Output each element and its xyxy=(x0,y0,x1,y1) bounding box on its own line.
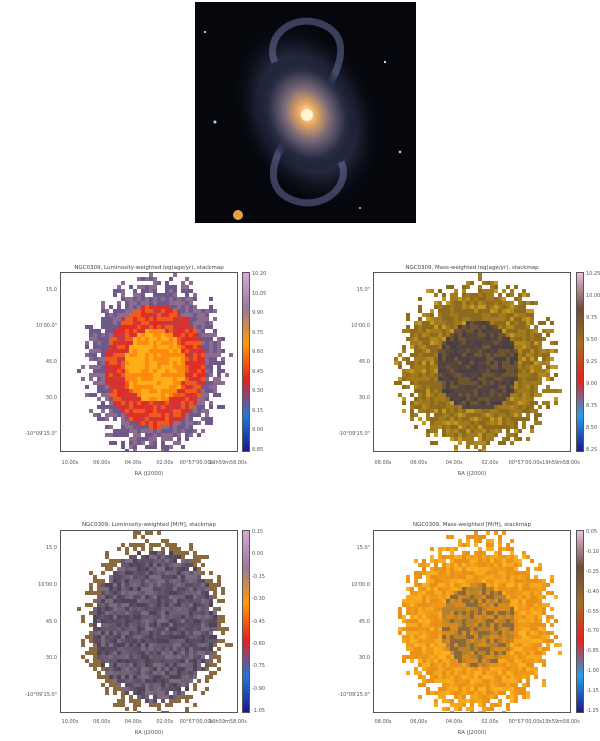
y-tick-label: 30.0 xyxy=(45,655,57,662)
x-tick-label: 06.00s xyxy=(410,719,428,725)
y-tick-label: 10'00.0 xyxy=(351,581,370,588)
colorbar-tick-label: -0.15 xyxy=(252,573,265,580)
colorbar-tick-label: 9.00 xyxy=(586,381,598,387)
colorbar xyxy=(576,530,584,713)
panel-title: NGC0309, Mass-weighted [M/H], stackmap xyxy=(412,522,532,528)
x-tick-label: 02.00s xyxy=(156,460,174,466)
y-tick-label: 30.0 xyxy=(358,655,370,662)
colorbar-tick-label: 10.20 xyxy=(252,271,267,277)
x-axis-label: RA (J2000) xyxy=(134,730,164,736)
x-tick-label: 06.00s xyxy=(93,460,111,466)
colorbar-tick-label: -0.40 xyxy=(586,588,599,595)
x-tick-label: 02.00s xyxy=(481,460,499,466)
colorbar-tick-label: 9.00 xyxy=(252,427,264,434)
colorbar-tick-label: 10.05 xyxy=(252,290,267,297)
x-tick-label: 04.00s xyxy=(124,460,142,466)
y-tick-label: 10'00.0" xyxy=(35,323,57,329)
colorbar-tick-label: 9.90 xyxy=(252,310,264,317)
y-tick-label: 15.0 xyxy=(45,545,57,551)
colorbar-tick-label: -0.55 xyxy=(586,608,599,615)
x-tick-label: 19h59m58.00s xyxy=(542,719,580,725)
galaxy-image xyxy=(195,2,416,223)
colorbar-tick-label: 9.60 xyxy=(252,349,264,356)
y-tick-label: 15.0" xyxy=(356,545,370,551)
colorbar-tick-label: -0.10 xyxy=(586,548,599,555)
colorbar-tick-label: 9.25 xyxy=(586,359,598,365)
map-axes xyxy=(373,272,571,452)
x-tick-label: 00°57'00.00s xyxy=(508,719,543,725)
colorbar-tick-label: -0.70 xyxy=(586,628,599,635)
x-axis-label: RA (J2000) xyxy=(457,471,487,477)
colorbar-tick-label: 10.00 xyxy=(586,293,600,299)
colorbar-tick-label: 9.45 xyxy=(252,368,264,375)
x-tick-label: 00°57'00.00s xyxy=(508,460,543,466)
colorbar xyxy=(242,530,250,713)
colorbar-tick-label: 0.05 xyxy=(586,529,598,535)
colorbar-tick-label: -0.90 xyxy=(252,685,265,692)
colorbar-tick-label: -0.60 xyxy=(252,640,265,647)
y-tick-label: 30.0 xyxy=(45,395,57,401)
y-tick-label: 10'00.0 xyxy=(38,581,57,588)
colorbar xyxy=(576,272,584,452)
y-tick-label: -10°09'15.0" xyxy=(338,692,370,698)
x-tick-label: 00°57'00.00s xyxy=(179,719,214,725)
y-tick-label: 45.0 xyxy=(358,618,370,625)
colorbar-tick-label: 10.25 xyxy=(586,271,600,277)
colorbar xyxy=(242,272,250,452)
colorbar-tick-label: 9.50 xyxy=(586,337,598,343)
colorbar-tick-label: -1.15 xyxy=(586,688,599,695)
colorbar-tick-label: -0.45 xyxy=(252,618,265,625)
panel-title: NGC0309, Luminosity-weighted log(age/yr)… xyxy=(74,265,224,271)
colorbar-tick-label: -1.25 xyxy=(586,708,599,714)
colorbar-tick-label: -0.30 xyxy=(252,596,265,603)
x-tick-label: 00°57'00.00s xyxy=(179,460,214,466)
y-tick-label: 30.0 xyxy=(358,395,370,401)
colorbar-tick-label: 0.15 xyxy=(252,529,264,535)
colorbar-tick-label: -1.00 xyxy=(586,668,599,675)
y-tick-label: 15.0 xyxy=(45,287,57,293)
x-tick-label: 06.00s xyxy=(93,719,111,725)
x-tick-label: 19h59m58.00s xyxy=(542,460,580,466)
colorbar-tick-label: 9.15 xyxy=(252,407,264,414)
panel-title: NGC0309, Mass-weighted log(age/yr), stac… xyxy=(405,265,539,271)
x-tick-label: 10.00s xyxy=(61,719,79,725)
y-tick-label: -10°09'15.0" xyxy=(338,431,370,437)
y-tick-label: -10°09'15.0" xyxy=(25,431,57,437)
colorbar-tick-label: 9.30 xyxy=(252,388,264,395)
y-tick-label: 45.0 xyxy=(45,618,57,625)
x-tick-label: 06.00s xyxy=(410,460,428,466)
y-tick-label: 45.0 xyxy=(45,359,57,365)
panel-title: NGC0309, Luminosity-weighted [M/H], stac… xyxy=(81,522,217,528)
y-tick-label: 15.0" xyxy=(356,287,370,293)
x-tick-label: 04.00s xyxy=(124,719,142,725)
x-tick-label: 19h59m58.00s xyxy=(209,460,247,466)
map-axes xyxy=(60,272,238,452)
colorbar-tick-label: 8.85 xyxy=(252,447,264,453)
y-tick-label: 10'00.0 xyxy=(351,323,370,329)
colorbar-tick-label: 8.75 xyxy=(586,403,598,409)
x-tick-label: 08.00s xyxy=(374,719,392,725)
colorbar-tick-label: 9.75 xyxy=(586,315,598,321)
colorbar-tick-label: 8.25 xyxy=(586,447,598,453)
y-tick-label: 45.0 xyxy=(358,359,370,365)
x-axis-label: RA (J2000) xyxy=(134,471,164,477)
x-axis-label: RA (J2000) xyxy=(457,730,487,736)
map-axes xyxy=(373,530,571,713)
x-tick-label: 02.00s xyxy=(156,719,174,725)
map-axes xyxy=(60,530,238,713)
y-tick-label: -10°09'15.0" xyxy=(25,692,57,698)
x-tick-label: 02.00s xyxy=(481,719,499,725)
x-tick-label: 04.00s xyxy=(445,719,463,725)
colorbar-tick-label: -0.85 xyxy=(586,648,599,655)
colorbar-tick-label: -1.05 xyxy=(252,708,265,714)
colorbar-tick-label: 9.75 xyxy=(252,329,264,336)
x-tick-label: 19h59m58.00s xyxy=(209,719,247,725)
x-tick-label: 04.00s xyxy=(445,460,463,466)
x-tick-label: 10.00s xyxy=(61,460,79,466)
colorbar-tick-label: 8.50 xyxy=(586,425,598,431)
x-tick-label: 08.00s xyxy=(374,460,392,466)
colorbar-tick-label: 0.00 xyxy=(252,551,264,558)
colorbar-tick-label: -0.25 xyxy=(586,568,599,575)
colorbar-tick-label: -0.75 xyxy=(252,663,265,670)
